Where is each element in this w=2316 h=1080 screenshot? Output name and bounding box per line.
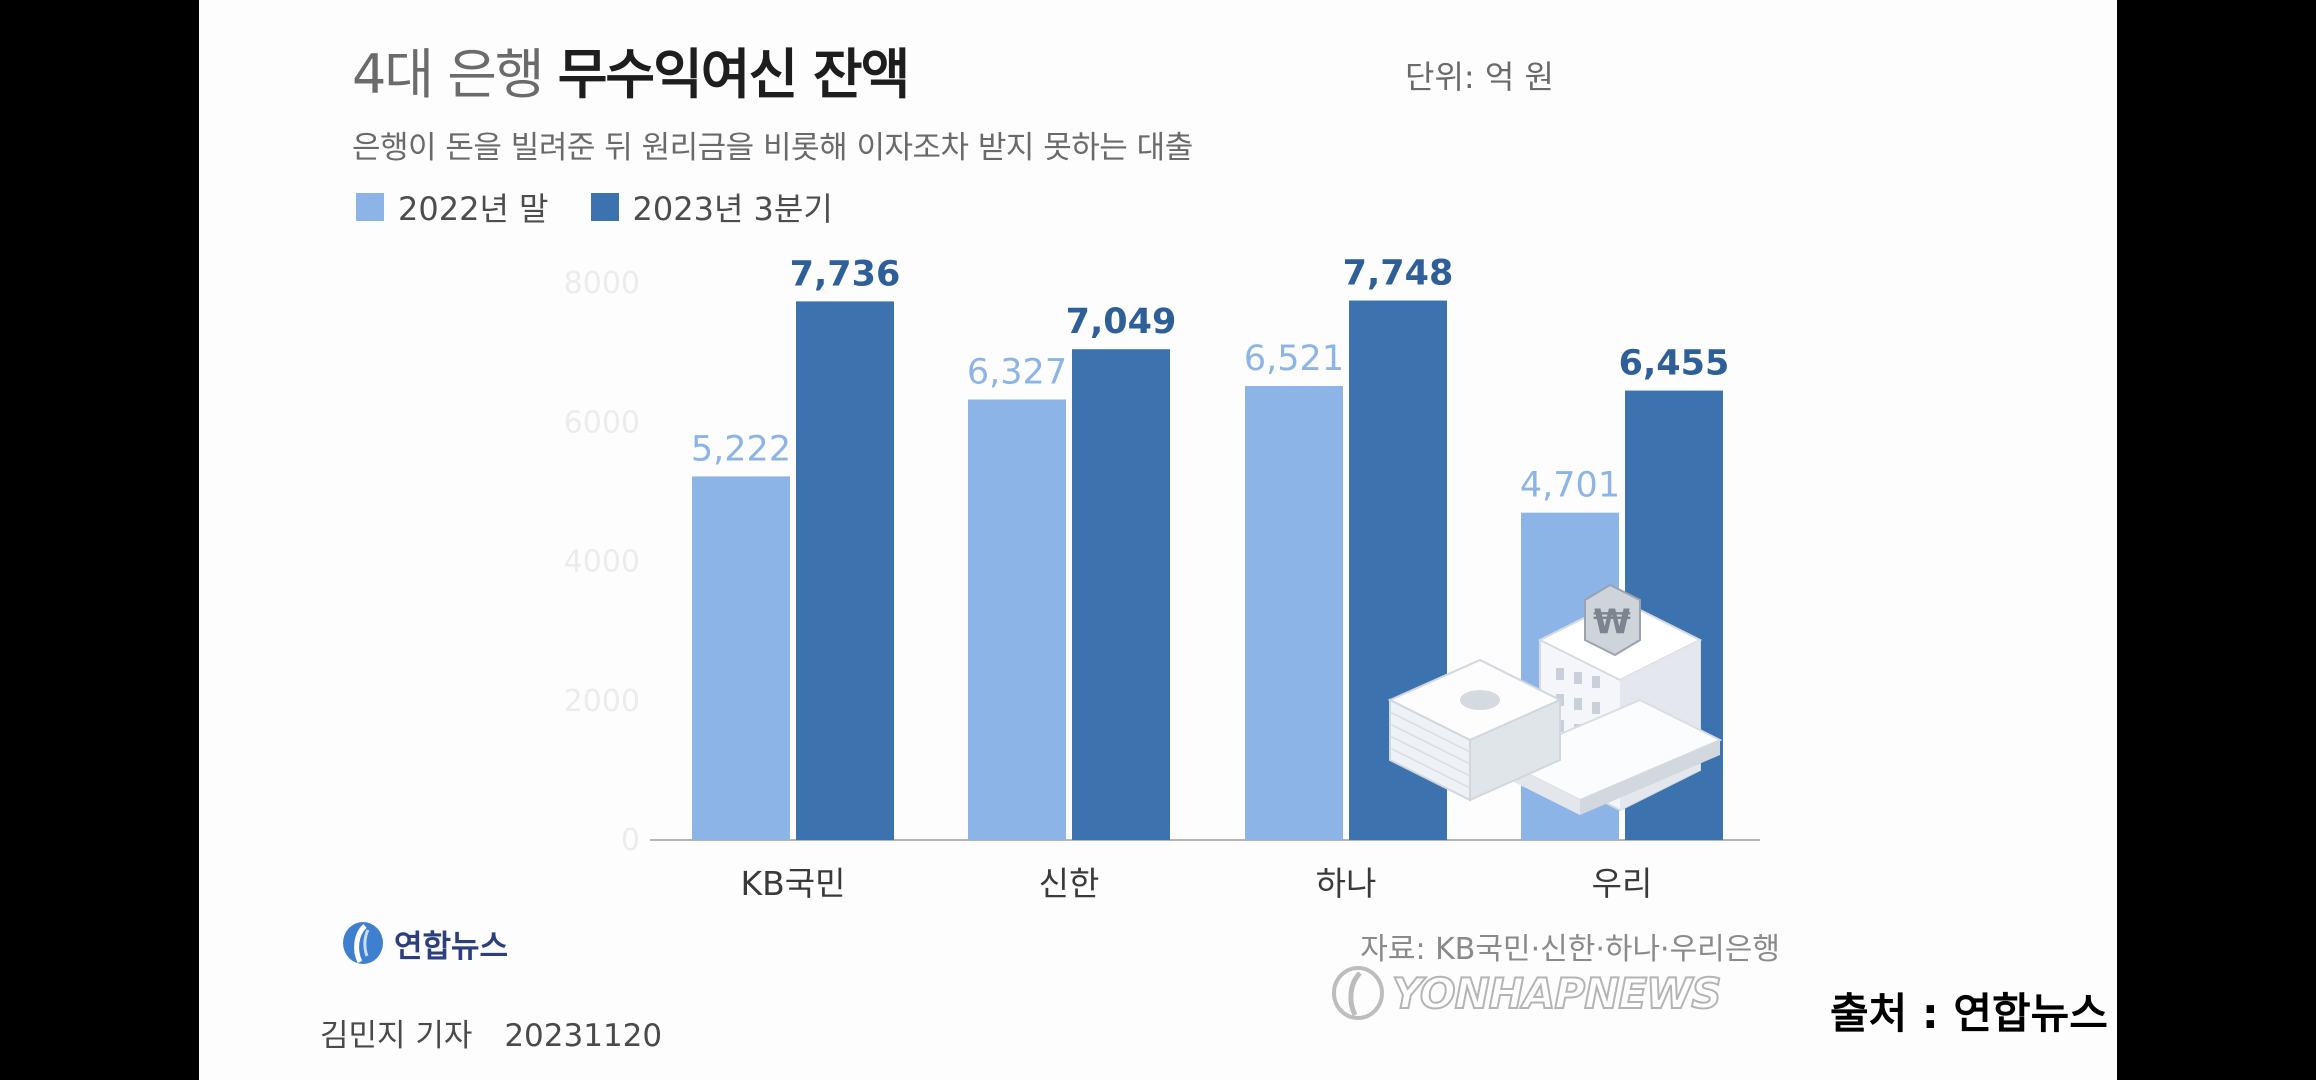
y-tick-label: 4000 [564,545,640,580]
money-stripe [1389,735,1471,777]
origin-caption: 출처 : 연합뉴스 [1830,989,2108,1038]
watermark: YONHAPNEWS [1330,965,1723,1021]
bank-illustration: ₩ [1387,583,1723,815]
data-label: 6,455 [1619,344,1730,384]
data-label: 7,049 [1066,302,1177,342]
y-tick-label: 8000 [564,266,640,301]
data-label: 5,222 [691,429,791,469]
building-window [1592,676,1600,688]
building-window [1556,668,1564,680]
legend-item-2023: 2023년 3분기 [590,184,833,230]
unit-label: 단위: 억 원 [1405,58,1554,96]
yonhap-logo: 연합뉴스 [340,920,508,966]
building-window [1574,672,1582,684]
source-note: 자료: KB국민·신한·하나·우리은행 [1360,932,1780,967]
platform-right [1580,740,1720,815]
reporter-name: 김민지 기자 [320,1018,473,1054]
legend-swatch-2022 [356,193,384,221]
y-tick-label: 6000 [564,405,640,440]
bar-2023 [1072,349,1170,840]
title-light: 4대 은행 [352,43,545,106]
legend: 2022년 말 2023년 3분기 [356,184,875,230]
yonhap-logo-text: 연합뉴스 [394,928,509,965]
money-portrait [1460,690,1500,710]
yonhap-logo-icon [343,922,383,964]
building-window [1592,702,1600,714]
chart-subtitle: 은행이 돈을 빌려준 뒤 원리금을 비롯해 이자조차 받지 못하는 대출 [352,130,1193,166]
watermark-text: YONHAPNEWS [1391,968,1723,1019]
legend-label-2023: 2023년 3분기 [632,190,833,228]
legend-label-2022: 2022년 말 [398,190,549,228]
chart-title: 4대 은행 무수익여신 잔액 [352,30,911,109]
legend-swatch-2023 [590,193,619,221]
money-right [1469,698,1561,802]
data-label: 6,327 [967,352,1067,392]
money-stripe [1389,723,1471,765]
category-label: KB국민 [741,864,846,903]
data-label: 7,736 [790,254,901,294]
y-tick-label: 0 [621,823,640,858]
bar-2022 [968,399,1066,840]
data-label: 7,748 [1343,254,1454,294]
reporter-credit: 김민지 기자 20231120 [320,1010,684,1055]
reporter-date: 20231120 [504,1018,663,1054]
won-icon: ₩ [1593,602,1631,642]
building-window [1574,698,1582,710]
title-bold: 무수익여신 잔액 [557,43,911,106]
bar-2022 [692,476,790,840]
category-label: 신한 [1039,864,1100,903]
category-label: 하나 [1316,864,1377,903]
bar-2022 [1245,385,1343,840]
y-tick-label: 2000 [564,684,640,719]
category-label: 우리 [1592,864,1653,903]
won-sign-block [1584,583,1641,657]
money-stripe [1389,711,1471,753]
bar-2023 [796,301,894,841]
data-label: 6,521 [1244,339,1344,379]
data-label: 4,701 [1520,466,1620,506]
legend-item-2022: 2022년 말 [356,184,549,230]
watermark-logo-icon [1332,966,1384,1020]
money-stripe [1389,747,1471,789]
